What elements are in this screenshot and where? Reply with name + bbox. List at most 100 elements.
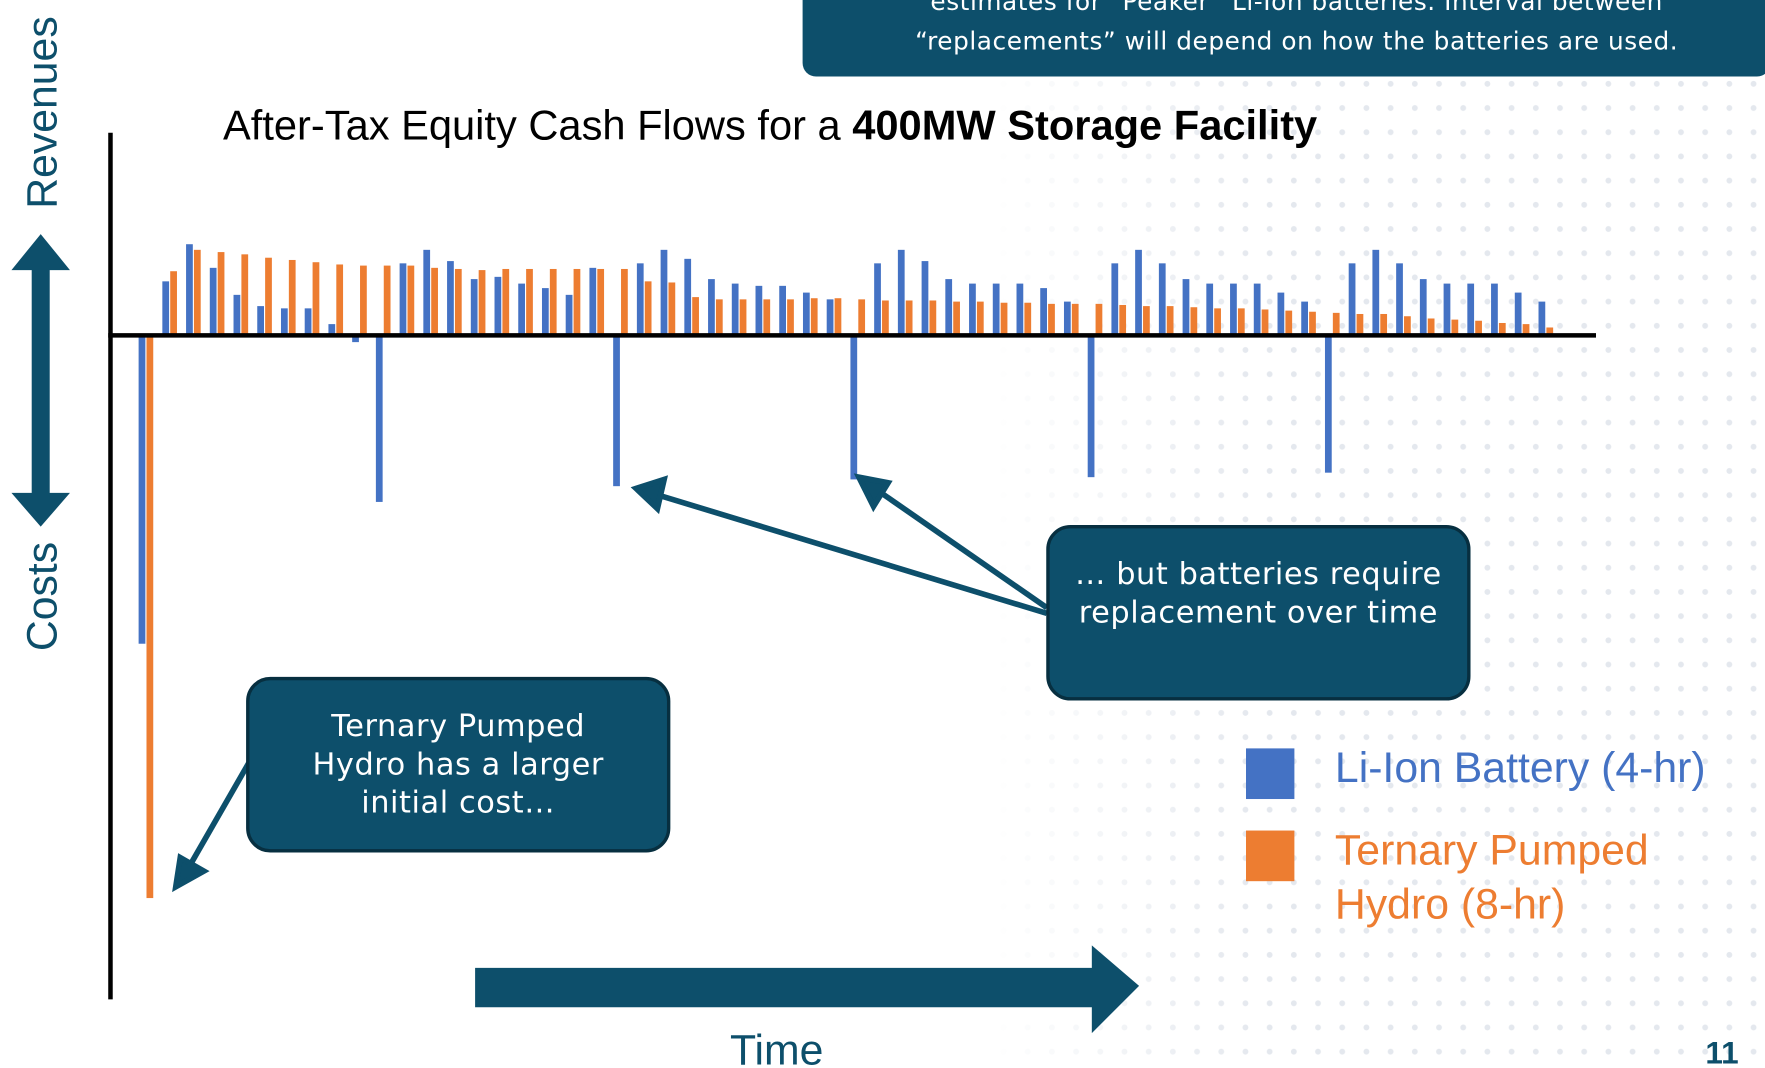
callout-box (1046, 524, 1471, 701)
bar (1546, 327, 1554, 336)
bar (1063, 301, 1071, 336)
bar (186, 244, 193, 336)
bar (1309, 311, 1316, 336)
bar (779, 285, 786, 336)
bar (193, 249, 201, 336)
bar (217, 252, 225, 336)
bar (1000, 302, 1008, 336)
bar (526, 268, 533, 336)
bar (692, 297, 699, 336)
callout-arrows (172, 473, 1049, 893)
bar (1285, 310, 1293, 336)
title-text: After-Tax Equity Cash Flows for a (223, 102, 841, 149)
bar (992, 283, 1000, 336)
bar (1498, 322, 1506, 336)
bar (1071, 303, 1079, 336)
bar (1404, 316, 1411, 336)
bar (644, 281, 652, 336)
bar (375, 335, 383, 502)
bar (478, 270, 486, 336)
bar (1348, 263, 1356, 336)
bar (1324, 335, 1332, 473)
bar (288, 259, 296, 336)
bar (138, 335, 146, 644)
bar (383, 265, 391, 336)
bar (1451, 319, 1459, 336)
bar (1087, 335, 1095, 478)
callout-box (246, 676, 671, 853)
note-line: “replacements” will depend on how the ba… (915, 27, 1678, 56)
bar (423, 249, 431, 336)
arrow-line (876, 488, 1049, 611)
bar (708, 279, 715, 336)
y-label-top: Revenues (18, 16, 66, 209)
bar (280, 308, 288, 336)
bar (945, 279, 953, 336)
bar (447, 261, 454, 336)
bar (1016, 283, 1024, 336)
bar (684, 258, 692, 336)
bar (407, 265, 415, 336)
bar (1143, 306, 1150, 336)
bar (549, 268, 557, 336)
bar (858, 299, 866, 336)
bar (969, 283, 976, 336)
bar (518, 283, 525, 336)
y-label-bottom: Costs (18, 542, 66, 651)
legend-label: Ternary Pumped Hydro (8-hr) (1334, 827, 1649, 929)
bar (826, 299, 834, 336)
callout-text: … but batteries require replacement over… (1075, 557, 1442, 631)
bar (1119, 304, 1127, 336)
title-bold: 400MW Storage Facility (852, 102, 1317, 149)
bar (621, 268, 628, 336)
bars (138, 244, 1554, 899)
bar (1396, 263, 1403, 336)
bar (787, 299, 794, 336)
bar (1158, 263, 1166, 336)
bar (660, 249, 668, 336)
bar (755, 285, 763, 336)
bar (874, 263, 881, 336)
bar (1261, 309, 1269, 336)
bar (1135, 249, 1142, 336)
callout-text-wrap: Ternary Pumped Hydro has a larger initia… (312, 708, 604, 821)
arrow-head (630, 475, 669, 515)
time-arrow (475, 945, 1140, 1034)
bar (834, 298, 842, 336)
bar (739, 299, 747, 336)
bar (763, 299, 771, 336)
double-arrow (11, 234, 70, 527)
bar (1277, 292, 1285, 336)
bar (1206, 283, 1214, 336)
note-box (802, 0, 1765, 77)
arrow-head (853, 473, 893, 513)
bar (953, 301, 960, 336)
callout-text-wrap: … but batteries require replacement over… (1075, 557, 1442, 631)
bar (850, 335, 858, 480)
bar (1111, 263, 1119, 336)
callout-text: Ternary Pumped Hydro has a larger initia… (312, 708, 604, 821)
bar (328, 324, 336, 336)
bar (565, 294, 573, 336)
bar (1237, 308, 1245, 336)
bar (1024, 302, 1032, 336)
bar (170, 271, 177, 336)
legend: Li-Ion Battery (4-hr) Ternary Pumped Hydr… (1246, 745, 1706, 929)
bar (897, 249, 905, 336)
bar (810, 298, 818, 336)
bar (162, 281, 170, 336)
bar (352, 335, 359, 343)
x-label: Time (730, 1027, 823, 1068)
arrow-line (657, 492, 1048, 617)
bar (1356, 313, 1364, 336)
bar (597, 268, 605, 336)
bar (731, 283, 739, 336)
bar (1514, 292, 1522, 336)
bar (257, 306, 265, 336)
legend-label-wrap: Li-Ion Battery (4-hr) (1335, 745, 1706, 792)
bar (976, 301, 984, 336)
bar (1443, 283, 1451, 336)
arrow-head (172, 853, 210, 893)
bar (1380, 313, 1388, 336)
